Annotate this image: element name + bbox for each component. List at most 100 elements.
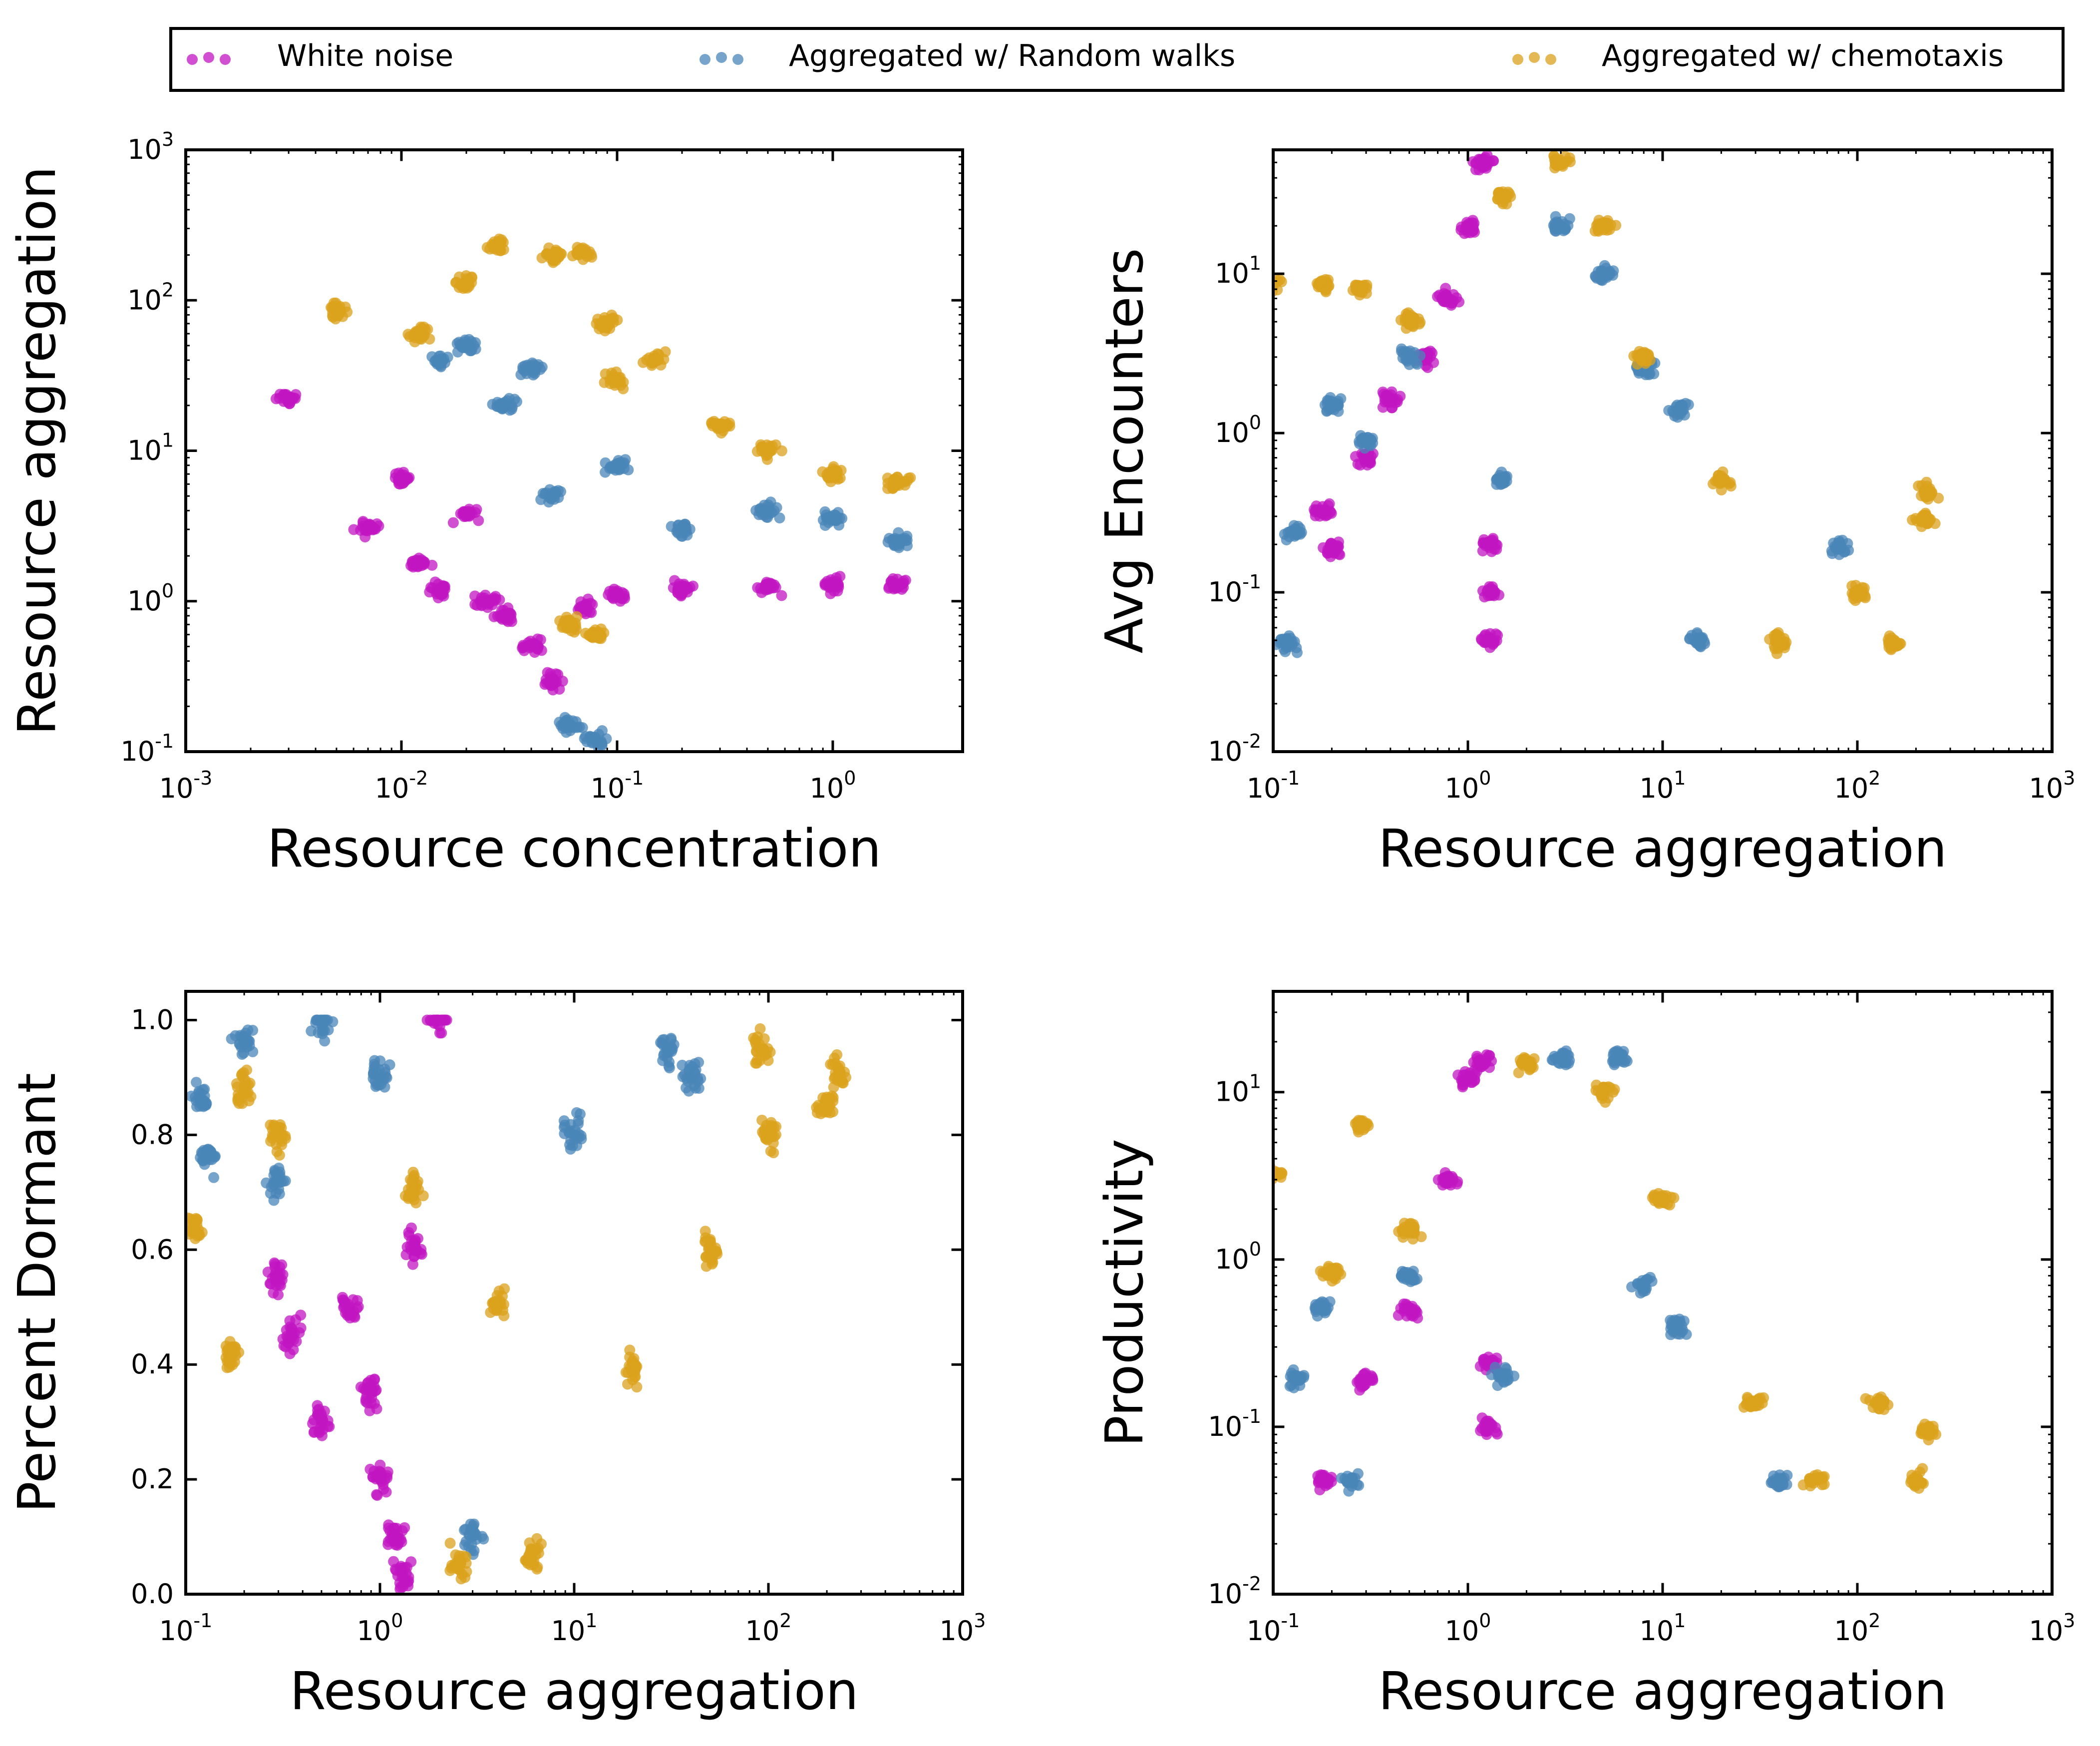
data-point [1491,635,1502,646]
data-point [1426,347,1438,359]
data-point [1676,1326,1687,1337]
y-tick-label: 101 [1215,252,1261,289]
data-point [369,1385,381,1396]
data-point [610,588,621,599]
data-point [1474,1054,1486,1066]
data-point [222,1356,233,1367]
data-point [391,1523,402,1534]
data-point [677,1059,688,1071]
data-point [1410,1306,1421,1317]
data-point [1407,1274,1419,1285]
data-point [1663,405,1675,416]
data-point [1457,1080,1468,1091]
data-point [234,1039,246,1050]
x-axis-label: Resource aggregation [1378,818,1947,879]
data-point [244,1036,255,1047]
data-point [1362,455,1374,466]
data-point [1258,1168,1269,1179]
data-point [537,487,549,499]
data-point [1670,1315,1682,1327]
data-point [497,402,509,413]
data-point [690,1082,701,1094]
data-point [1776,1474,1788,1485]
y-tick-label: 0.8 [131,1119,174,1150]
data-point [1317,508,1328,520]
y-tick-label: 101 [1215,1071,1261,1108]
data-point [1772,638,1783,650]
data-point [561,722,572,734]
x-tick-label: 103 [2029,1610,2076,1647]
legend-marker-chemotaxis [1529,52,1540,63]
data-point [1396,343,1407,355]
data-point [1612,1055,1624,1066]
data-point [373,520,384,532]
x-tick-label: 10-1 [1247,767,1300,804]
data-point [1462,223,1473,234]
data-point [390,468,401,480]
data-point [1386,402,1398,414]
data-point [403,1230,415,1241]
data-point [1407,1233,1418,1245]
data-point [191,1077,202,1088]
data-point [459,1539,470,1551]
data-point [1275,634,1286,646]
data-point [715,428,727,439]
data-point [1481,635,1493,647]
data-point [498,1310,510,1321]
y-axis-label: Resource aggregation [6,166,67,735]
data-point [573,1118,584,1130]
data-point [819,520,831,531]
data-point [776,590,787,601]
data-point [459,1524,470,1536]
y-tick-label: 0.0 [131,1578,174,1610]
data-point [495,245,506,256]
data-point [1356,283,1367,294]
data-point [650,354,661,366]
x-tick-label: 103 [2029,767,2076,804]
data-point [276,1122,287,1134]
y-tick-label: 10-1 [1208,1405,1261,1442]
data-point [392,1540,403,1551]
data-point [375,1079,387,1090]
points [1258,1045,1942,1497]
data-point [820,579,832,590]
data-point [519,365,530,377]
data-point [1261,1172,1272,1183]
legend-marker-white-noise [220,54,231,65]
y-tick-label: 102 [127,279,174,316]
data-point [755,506,766,518]
data-point [1498,475,1509,487]
data-point [580,247,592,258]
data-point [1601,224,1613,236]
data-point [490,593,501,605]
data-point [317,1424,329,1435]
series-aggregated-w-random-walks [1284,1045,1793,1497]
data-point [286,1329,298,1340]
data-point [186,1213,196,1225]
data-point [208,1172,220,1183]
data-point [232,1095,244,1107]
data-point [1872,1392,1884,1404]
legend-marker-random-walks [732,54,743,65]
data-point [706,1255,717,1266]
data-point [417,1190,429,1202]
x-tick-label: 10-1 [1247,1610,1300,1647]
data-point [1860,1393,1871,1404]
data-point [382,1539,394,1550]
y-tick-label: 100 [1215,1238,1261,1275]
data-point [673,581,685,592]
data-point [1481,1423,1493,1435]
data-point [827,1059,838,1070]
data-point [484,243,495,255]
data-point [432,578,444,590]
data-point [1665,1329,1677,1340]
y-tick-label: 0.4 [131,1348,174,1380]
data-point [463,281,475,292]
data-point [238,1087,249,1098]
data-point [1324,404,1335,415]
data-point [663,1060,675,1072]
data-point [1386,394,1397,406]
data-point [837,1077,848,1088]
data-point [383,1522,394,1534]
